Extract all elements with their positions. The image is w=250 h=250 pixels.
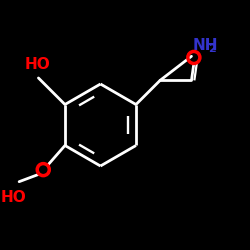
Text: HO: HO: [0, 190, 26, 205]
Text: NH: NH: [193, 38, 218, 53]
Text: HO: HO: [24, 57, 50, 72]
Text: 2: 2: [208, 44, 216, 54]
